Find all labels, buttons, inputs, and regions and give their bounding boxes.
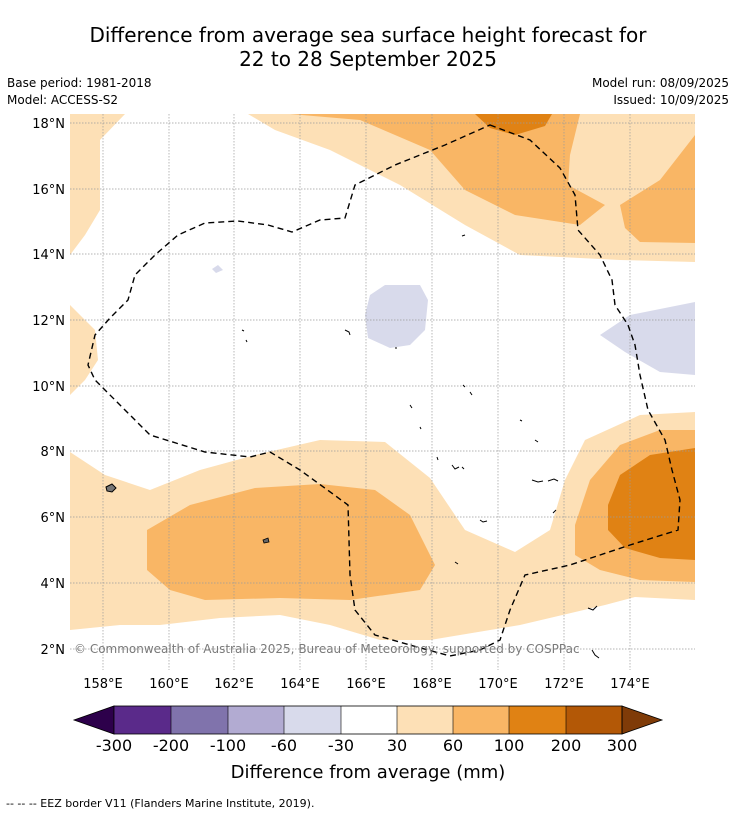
colorbar-outline [113,705,623,735]
lat-tick-label: 18°N [32,117,65,132]
lon-tick-label: 174°E [610,677,650,692]
anomaly-region-north-core [290,114,605,225]
atoll-2 [241,329,248,343]
colorbar-bin [341,706,397,734]
colorbar-bin [566,706,622,734]
colorbar-tick-label: -200 [153,736,189,755]
atoll-7 [552,509,557,514]
lon-axis-labels: 158°E 160°E 162°E 164°E 166°E 168°E 170°… [83,677,650,692]
lon-tick-label: 172°E [544,677,584,692]
anomaly-region-north-peak [475,114,552,135]
lon-tick-label: 164°E [280,677,320,692]
lat-tick-label: 2°N [41,643,66,658]
island-marker-2 [262,537,270,544]
eez-border [87,124,681,657]
colorbar-bin [397,706,453,734]
lon-tick-label: 158°E [83,677,123,692]
colorbar-bin [228,706,284,734]
lat-tick-label: 12°N [32,314,65,329]
lat-tick-label: 14°N [32,248,65,263]
atoll-11 [462,384,539,443]
colorbar-bin [284,706,341,734]
lat-tick-label: 4°N [41,577,66,592]
atoll-10 [395,347,439,461]
lat-axis-labels: 18°N 16°N 14°N 12°N 10°N 8°N 6°N 4°N 2°N [32,117,65,658]
model-label: Model: ACCESS-S2 [7,93,119,107]
island-marker-1 [105,483,117,493]
colorbar-tick-label: -300 [96,736,132,755]
lat-tick-label: 6°N [41,511,66,526]
base-period-label: Base period: 1981-2018 [7,76,152,90]
colorbar-extend-low [72,705,115,735]
colorbar-bin [114,706,171,734]
colorbar-tick-label: 200 [551,736,582,755]
map-area: © Commonwealth of Australia 2025, Bureau… [70,114,695,670]
colorbar-tick-label: 30 [387,736,407,755]
anomaly-region-west [70,305,98,395]
lon-tick-label: 168°E [412,677,452,692]
atoll-6 [479,519,488,523]
issued-label: Issued: 10/09/2025 [613,93,729,107]
atoll-5 [531,478,559,483]
atoll-3 [461,234,466,237]
anomaly-region-center-negative [365,285,428,348]
atoll-outlines [241,234,600,659]
lon-tick-label: 170°E [478,677,518,692]
model-run-label: Model run: 08/09/2025 [591,76,729,90]
eez-legend-footnote: -- -- -- EEZ border V11 (Flanders Marine… [6,797,315,810]
colorbar-tick-label: 60 [443,736,463,755]
colorbar-bin [453,706,509,734]
map-title-line1: Difference from average sea surface heig… [89,23,647,47]
colorbar-tick-label: 100 [494,736,525,755]
atoll-4 [451,464,465,470]
colorbar-bin [509,706,566,734]
atoll-8 [454,561,459,565]
island-markers [105,483,270,544]
colorbar-tick-label: -60 [271,736,297,755]
atoll-1 [344,329,351,336]
lat-tick-label: 10°N [32,380,65,395]
colorbar: -300 -200 -100 -60 -30 30 60 100 200 300… [72,705,664,783]
colorbar-title: Difference from average (mm) [231,762,506,783]
colorbar-tick-label: 300 [607,736,638,755]
map-title-line2: 22 to 28 September 2025 [239,47,497,71]
lat-tick-label: 8°N [41,445,66,460]
lat-tick-label: 16°N [32,183,65,198]
anomaly-region-nw [70,114,125,255]
colorbar-tick-label: -100 [210,736,246,755]
atoll-9 [587,605,600,659]
anomaly-region-northeast [620,135,695,243]
copyright-notice: © Commonwealth of Australia 2025, Bureau… [74,642,580,656]
anomaly-spot-small [212,265,223,273]
anomaly-region-southwest-core [147,484,435,600]
colorbar-extend-high [621,705,664,735]
colorbar-tick-label: -30 [328,736,354,755]
lon-tick-label: 160°E [149,677,189,692]
lon-tick-label: 166°E [346,677,386,692]
colorbar-bin [171,706,228,734]
map-gridlines [70,114,695,670]
lon-tick-label: 162°E [214,677,254,692]
